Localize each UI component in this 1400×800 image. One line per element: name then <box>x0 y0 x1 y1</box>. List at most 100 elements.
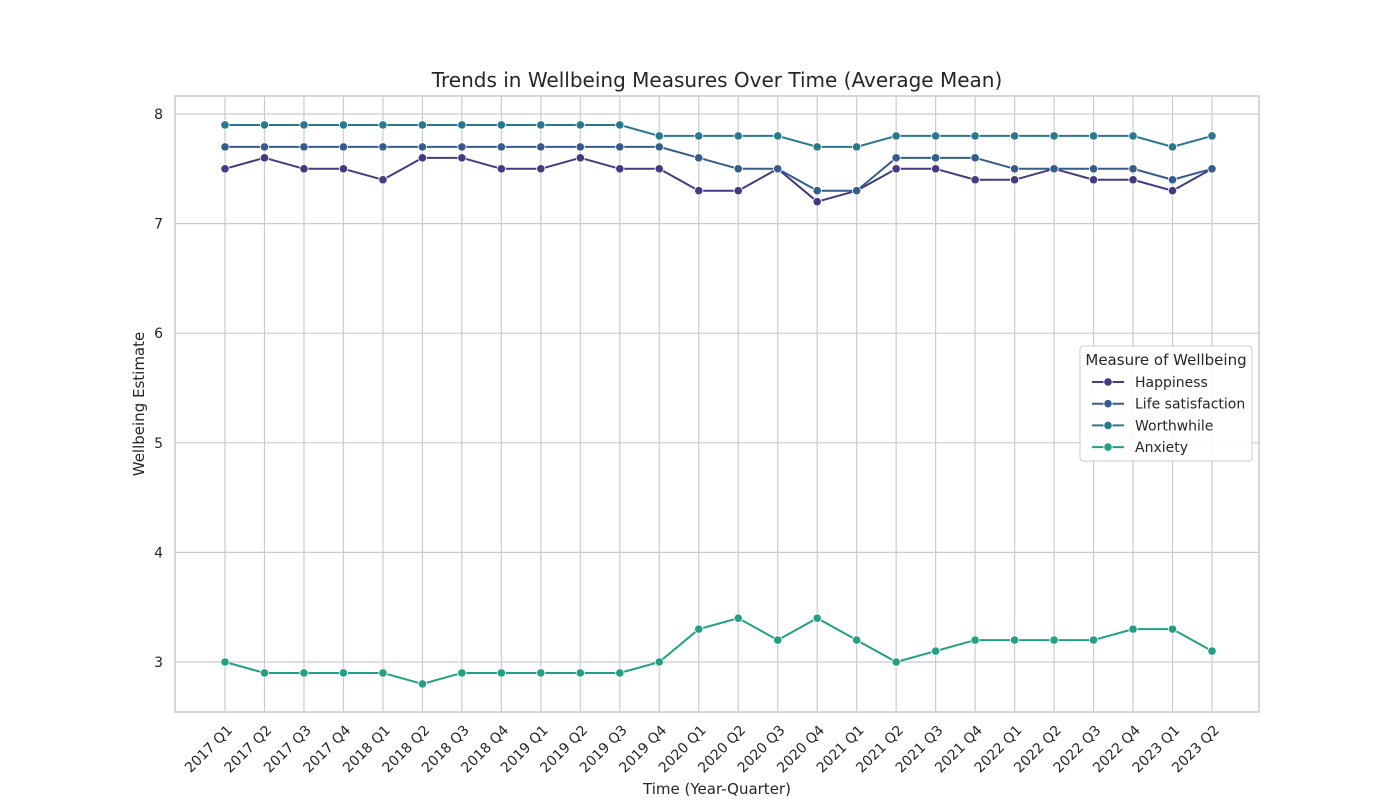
legend-marker <box>1103 377 1113 387</box>
data-point <box>891 657 901 667</box>
data-point <box>1049 164 1059 174</box>
data-point <box>773 164 783 174</box>
data-point <box>812 613 822 623</box>
data-point <box>615 120 625 130</box>
data-point <box>575 120 585 130</box>
data-point <box>654 142 664 152</box>
data-point <box>457 120 467 130</box>
data-point <box>575 142 585 152</box>
y-tick-label: 8 <box>154 107 163 123</box>
data-point <box>220 164 230 174</box>
data-point <box>1128 175 1138 185</box>
data-point <box>457 142 467 152</box>
series-line <box>224 617 1213 685</box>
y-tick-label: 4 <box>154 545 163 561</box>
data-point <box>852 142 862 152</box>
data-point <box>536 164 546 174</box>
data-point <box>694 131 704 141</box>
data-point <box>338 120 349 130</box>
data-point <box>220 657 230 667</box>
data-point <box>1167 624 1178 634</box>
series-line <box>225 145 1213 192</box>
data-point <box>299 142 309 152</box>
y-tick-label: 7 <box>154 217 163 233</box>
series-worthwhile <box>220 120 1217 152</box>
data-point <box>378 668 388 678</box>
data-point <box>338 142 349 152</box>
legend-item: Anxiety <box>1092 440 1188 456</box>
data-point <box>338 164 349 174</box>
data-point <box>891 164 901 174</box>
data-point <box>615 142 625 152</box>
legend-box <box>1079 345 1253 462</box>
plot-frame <box>174 95 1260 713</box>
data-point <box>417 142 427 152</box>
data-point <box>536 142 546 152</box>
legend: Measure of Wellbeing Happiness Life satis… <box>1079 345 1253 462</box>
x-axis-label: Time (Year-Quarter) <box>642 780 791 798</box>
data-point <box>1088 164 1099 174</box>
legend-marker <box>1103 420 1113 430</box>
legend-item: Worthwhile <box>1092 418 1213 434</box>
data-point <box>457 153 467 163</box>
data-point <box>457 668 467 678</box>
y-axis-label: Wellbeing Estimate <box>130 332 148 477</box>
series-life-satisfaction <box>220 142 1217 196</box>
data-point <box>1128 164 1138 174</box>
series-line <box>225 123 1213 148</box>
data-point <box>378 120 388 130</box>
data-point <box>536 668 546 678</box>
legend-items: Happiness Life satisfaction Worthwhile Anxi… <box>1092 375 1245 456</box>
data-point <box>496 164 506 174</box>
data-point <box>1009 635 1020 645</box>
data-point <box>654 164 664 174</box>
data-point <box>773 635 783 645</box>
data-point <box>970 175 980 185</box>
data-point <box>575 153 585 163</box>
series-lines <box>220 120 1217 689</box>
legend-item: Life satisfaction <box>1092 397 1245 413</box>
data-point <box>931 646 941 656</box>
data-point <box>1009 164 1020 174</box>
data-point <box>259 120 270 130</box>
data-point <box>1207 131 1217 141</box>
data-point <box>220 142 230 152</box>
data-point <box>931 153 941 163</box>
chart-title: Trends in Wellbeing Measures Over Time (… <box>431 68 1003 92</box>
data-point <box>378 175 388 185</box>
series-anxiety <box>220 613 1217 689</box>
data-point <box>931 164 941 174</box>
data-point <box>654 657 664 667</box>
data-point <box>496 668 506 678</box>
data-point <box>299 164 309 174</box>
series-line <box>224 156 1213 203</box>
data-point <box>891 153 901 163</box>
data-point <box>1207 646 1217 656</box>
data-point <box>1167 175 1178 185</box>
data-point <box>1049 635 1059 645</box>
data-point <box>931 131 941 141</box>
data-point <box>1128 624 1138 634</box>
legend-title: Measure of Wellbeing <box>1085 351 1246 369</box>
data-point <box>733 186 743 196</box>
data-point <box>1049 131 1059 141</box>
data-point <box>259 668 270 678</box>
data-point <box>1088 635 1099 645</box>
y-tick-label: 6 <box>154 326 163 342</box>
data-point <box>733 613 743 623</box>
data-point <box>1009 175 1020 185</box>
legend-label: Anxiety <box>1135 440 1188 456</box>
data-point <box>299 120 309 130</box>
data-point <box>259 153 270 163</box>
legend-item: Happiness <box>1092 375 1208 391</box>
grid-lines <box>175 96 1259 712</box>
data-point <box>1207 164 1217 174</box>
legend-marker <box>1103 442 1113 452</box>
data-point <box>654 131 664 141</box>
data-point <box>970 153 980 163</box>
data-point <box>812 186 822 196</box>
data-point <box>694 624 704 634</box>
data-point <box>852 186 862 196</box>
